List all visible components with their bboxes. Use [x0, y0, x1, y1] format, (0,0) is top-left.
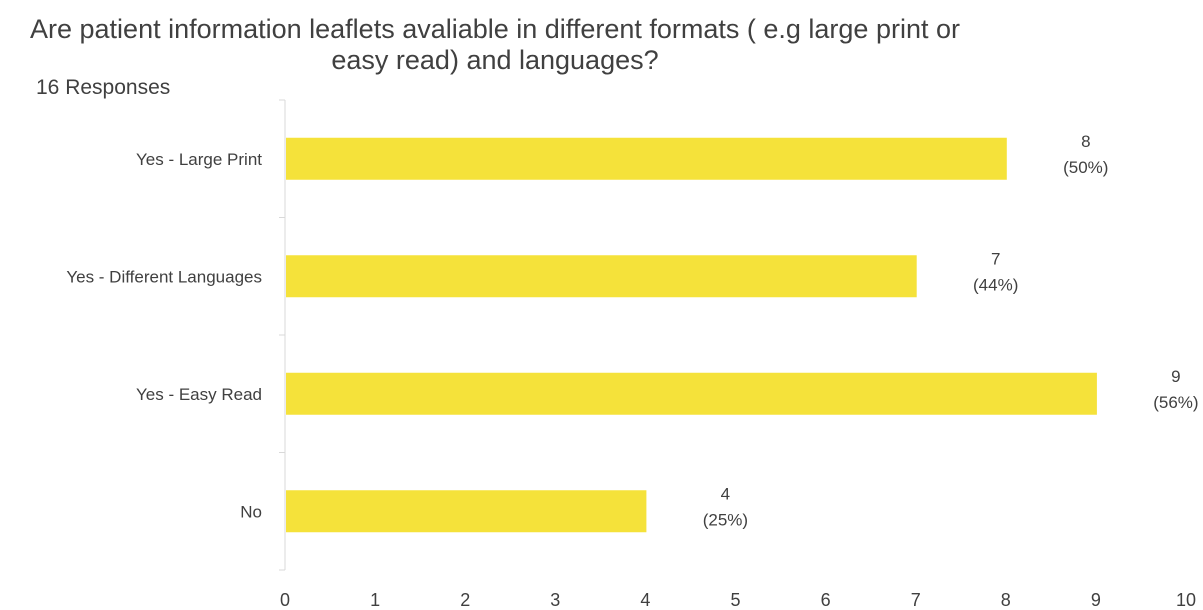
x-tick-label: 7	[911, 590, 921, 610]
percent-label: (25%)	[703, 510, 748, 529]
chart-title: Are patient information leaflets avaliab…	[30, 14, 960, 75]
category-label: No	[240, 502, 262, 521]
percent-label: (56%)	[1153, 393, 1198, 412]
value-label: 8	[1081, 132, 1090, 151]
chart-subtitle: 16 Responses	[36, 76, 171, 99]
labels-group: 0 1 2 3 4 5 6 7 8 9 10 Yes - Large Print 8 (50%) Yes -…	[66, 132, 1198, 610]
bar	[286, 137, 1007, 180]
value-label: 7	[991, 249, 1000, 268]
category-label: Yes - Large Print	[136, 150, 262, 169]
bar	[286, 490, 647, 533]
percent-label: (50%)	[1063, 158, 1108, 177]
x-tick-label: 1	[370, 590, 380, 610]
x-tick-label: 4	[640, 590, 650, 610]
x-tick-label: 10	[1176, 590, 1196, 610]
bar	[286, 372, 1097, 415]
x-tick-label: 2	[460, 590, 470, 610]
chart-axes	[279, 99, 286, 571]
bar	[286, 255, 917, 298]
category-label: Yes - Different Languages	[66, 267, 262, 286]
percent-label: (44%)	[973, 275, 1018, 294]
category-label: Yes - Easy Read	[136, 385, 262, 404]
x-tick-label: 3	[550, 590, 560, 610]
bars-group	[286, 137, 1097, 533]
value-label: 4	[721, 484, 730, 503]
x-tick-label: 0	[280, 590, 290, 610]
value-label: 9	[1171, 367, 1180, 386]
x-tick-label: 6	[821, 590, 831, 610]
x-tick-label: 5	[730, 590, 740, 610]
x-tick-label: 9	[1091, 590, 1101, 610]
x-tick-label: 8	[1001, 590, 1011, 610]
